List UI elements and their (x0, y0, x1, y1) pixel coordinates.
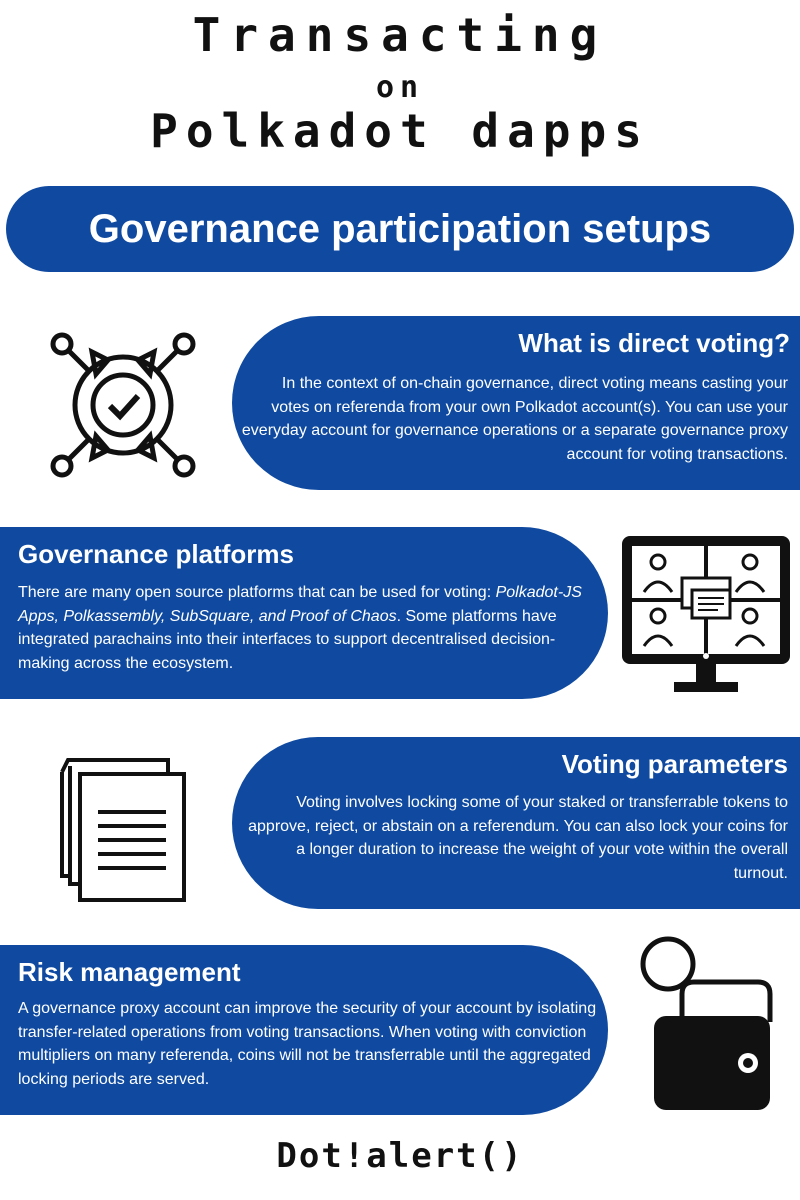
title-line-2: on (375, 70, 425, 105)
governance-platforms-title: Governance platforms (18, 539, 294, 569)
voting-parameters-text: Voting involves locking some of your sta… (248, 794, 788, 882)
video-conference-monitor-icon (618, 532, 794, 702)
risk-management-title: Risk management (18, 957, 241, 987)
governance-platforms-card: Governance platforms There are many open… (0, 527, 608, 699)
title-line-1: Transacting (192, 8, 608, 62)
platforms-text-before: There are many open source platforms tha… (18, 584, 496, 601)
brand-logo: Dot!alert() (276, 1136, 524, 1176)
governance-platforms-text: There are many open source platforms tha… (18, 581, 588, 675)
voting-parameters-title: Voting parameters (561, 749, 788, 779)
risk-management-text: A governance proxy account can improve t… (18, 1000, 597, 1088)
direct-voting-title: What is direct voting? (518, 328, 790, 358)
banner-title: Governance participation setups (88, 206, 712, 251)
section-banner: Governance participation setups (6, 186, 794, 272)
platforms-text-after: . Some platforms have integrated paracha… (18, 607, 557, 672)
platforms-list: Polkadot-JS Apps, Polkassembly, SubSquar… (18, 584, 582, 625)
title-line-3: Polkadot dapps (150, 104, 650, 158)
voting-parameters-card: Voting parameters Voting involves lockin… (232, 737, 800, 909)
direct-voting-text: In the context of on-chain governance, d… (241, 375, 788, 463)
wallet-coin-icon (630, 932, 780, 1118)
risk-management-card: Risk management A governance proxy accou… (0, 945, 608, 1115)
documents-icon (58, 756, 188, 910)
vote-check-icon (48, 330, 198, 484)
direct-voting-card: What is direct voting? In the context of… (232, 316, 800, 490)
